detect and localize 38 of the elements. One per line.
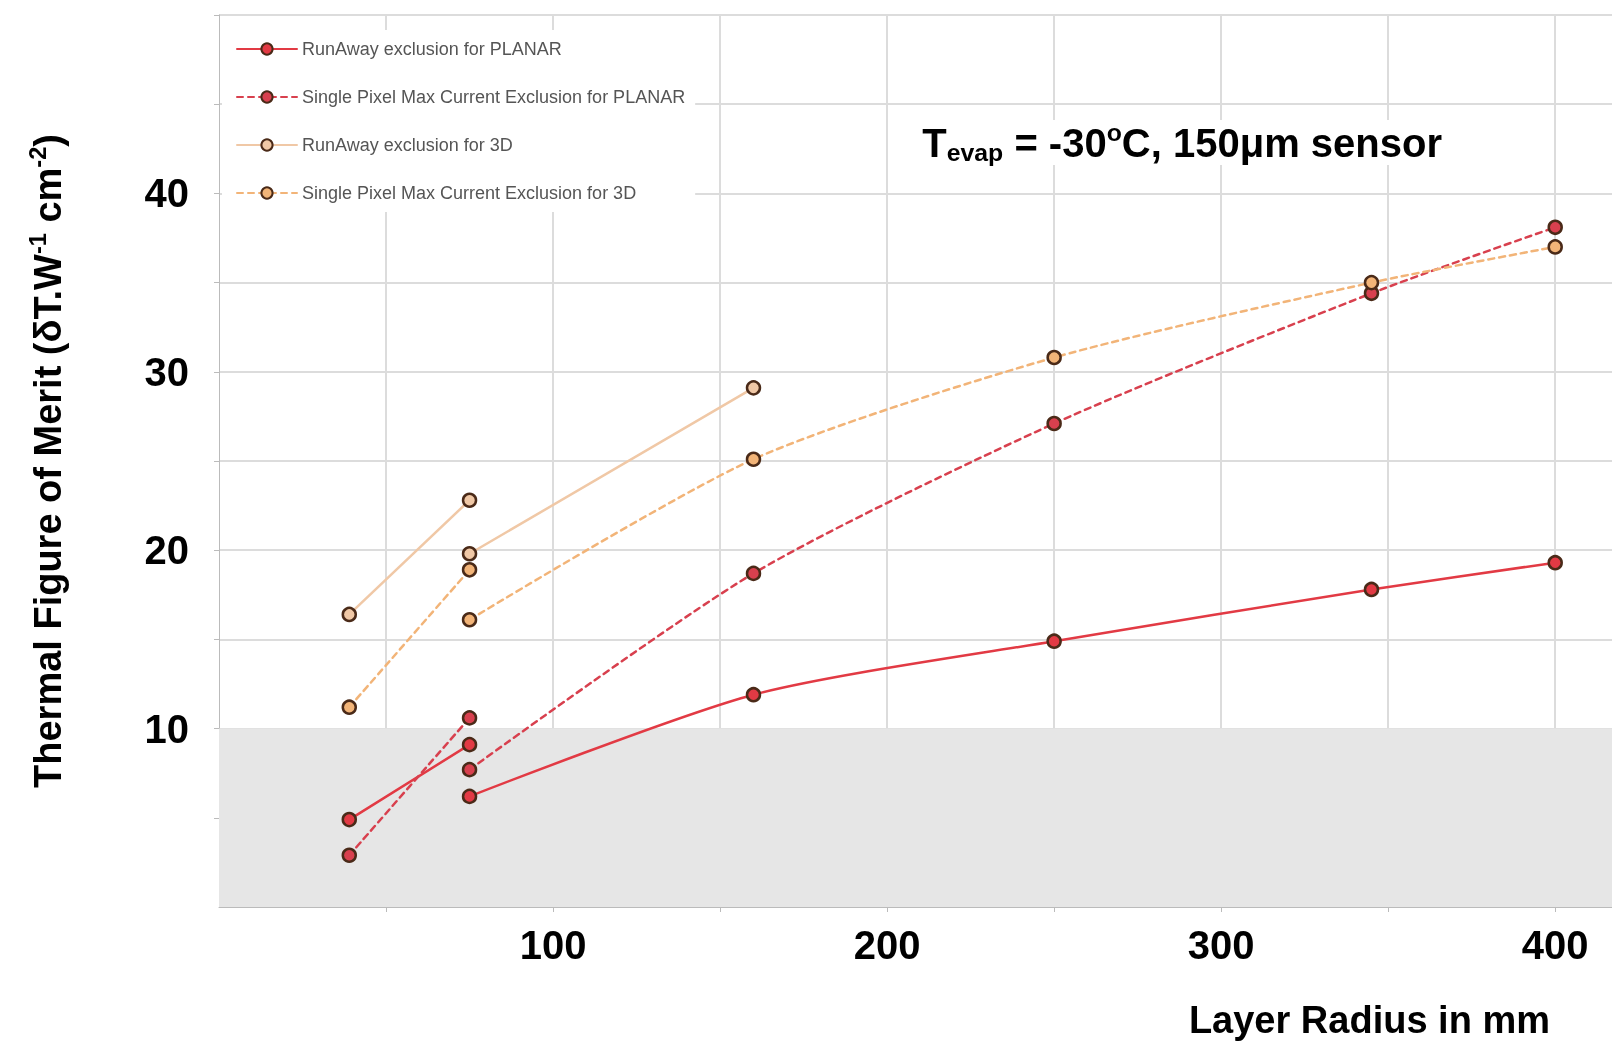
point: [745, 686, 762, 703]
point: [745, 451, 762, 467]
point: [1363, 581, 1380, 598]
y-tick-label: 30: [144, 349, 189, 394]
y-axis-title: Thermal Figure of Merit (δT.W-1 cm-2): [25, 134, 69, 788]
point: [341, 811, 358, 828]
point: [1547, 219, 1563, 236]
point: [745, 380, 762, 396]
legend-label: Single Pixel Max Current Exclusion for PLANAR: [302, 87, 686, 107]
point: [1046, 415, 1062, 432]
legend-label: RunAway exclusion for PLANAR: [302, 39, 562, 59]
point: [1547, 554, 1563, 571]
point: [1547, 239, 1563, 255]
point: [1046, 349, 1062, 366]
point: [461, 492, 478, 508]
point: [745, 565, 762, 582]
x-tick-label: 200: [853, 923, 921, 967]
x-tick-label: 100: [519, 923, 587, 967]
x-tick-label: 400: [1521, 923, 1589, 967]
point: [461, 761, 478, 778]
point: [461, 736, 478, 753]
point: [1046, 633, 1062, 649]
point: [461, 710, 478, 726]
y-tick-label: 10: [144, 706, 189, 751]
point: [1363, 274, 1380, 291]
point: [341, 699, 358, 715]
point: [461, 788, 478, 805]
point: [461, 562, 478, 578]
point: [461, 612, 478, 628]
point: [341, 847, 358, 864]
legend-label: RunAway exclusion for 3D: [302, 135, 513, 155]
x-tick-label: 300: [1187, 923, 1255, 967]
point: [341, 606, 358, 623]
y-tick-label: 40: [144, 171, 189, 216]
point: [461, 546, 478, 562]
legend-label: Single Pixel Max Current Exclusion for 3D: [302, 183, 637, 203]
x-axis-title: Layer Radius in mm: [1188, 999, 1551, 1041]
y-tick-label: 20: [144, 528, 189, 573]
